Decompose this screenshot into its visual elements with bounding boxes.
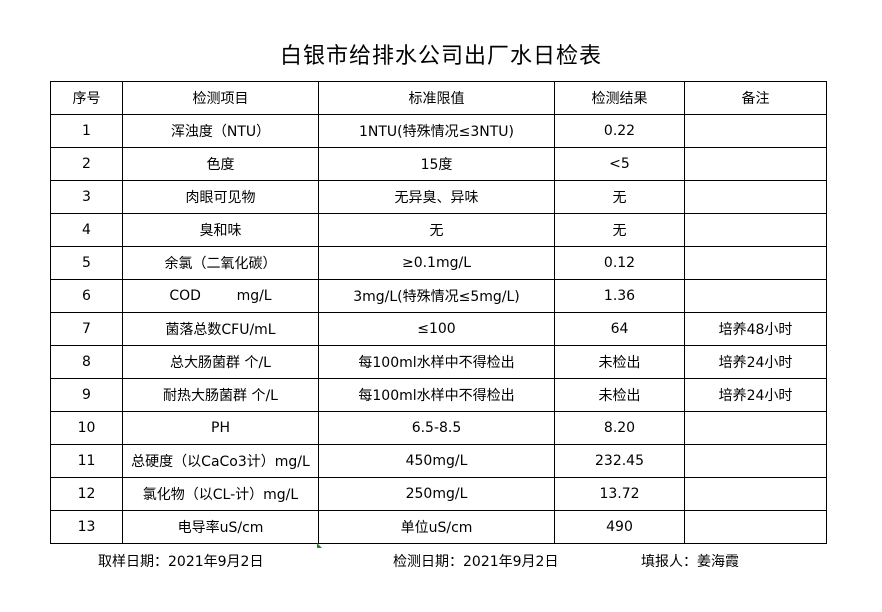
inspection-table: 序号 检测项目 标准限值 检测结果 备注 1 浑浊度（NTU） 1NTU(特殊情况≤3NTU)… bbox=[50, 81, 827, 544]
cell-result[interactable]: 64 bbox=[554, 312, 685, 346]
reporter: 填报人：姜海霞 bbox=[641, 554, 739, 570]
cell-seq[interactable]: 5 bbox=[50, 246, 123, 280]
table-row: 1 浑浊度（NTU） 1NTU(特殊情况≤3NTU) 0.22 bbox=[50, 114, 827, 148]
cell-item[interactable]: 肉眼可见物 bbox=[122, 180, 319, 214]
table-row: 3 肉眼可见物 无异臭、异味无 bbox=[50, 180, 827, 214]
cell-item[interactable]: 耐热大肠菌群 个/L bbox=[122, 378, 319, 412]
cell-result[interactable]: 13.72 bbox=[554, 477, 685, 511]
cell-remark[interactable] bbox=[684, 114, 827, 148]
cell-remark[interactable]: 培养24小时 bbox=[684, 345, 827, 379]
cell-item[interactable]: 余氯（二氧化碳） bbox=[122, 246, 319, 280]
header-item: 检测项目 bbox=[122, 81, 319, 115]
cell-standard[interactable]: 无 bbox=[318, 213, 555, 247]
cell-remark[interactable] bbox=[684, 477, 827, 511]
header-remark: 备注 bbox=[684, 81, 827, 115]
cell-seq[interactable]: 7 bbox=[50, 312, 123, 346]
table-row: 4 臭和味无无 bbox=[50, 213, 827, 247]
cell-item[interactable]: 总大肠菌群 个/L bbox=[122, 345, 319, 379]
table-row: 12 氯化物（以CL-计）mg/L 250mg/L 13.72 bbox=[50, 477, 827, 511]
cell-standard[interactable]: 3mg/L(特殊情况≤5mg/L) bbox=[318, 279, 555, 313]
cell-seq[interactable]: 11 bbox=[50, 444, 123, 478]
cell-result[interactable]: 0.12 bbox=[554, 246, 685, 280]
cell-standard[interactable]: 每100ml水样中不得检出 bbox=[318, 378, 555, 412]
cell-item[interactable]: PH bbox=[122, 411, 319, 445]
cell-standard[interactable]: ≤100 bbox=[318, 312, 555, 346]
table-row: 13 电导率uS/cm 单位uS/cm 490 bbox=[50, 510, 827, 544]
cell-result[interactable]: 1.36 bbox=[554, 279, 685, 313]
cell-seq[interactable]: 12 bbox=[50, 477, 123, 511]
cell-remark[interactable] bbox=[684, 444, 827, 478]
cell-remark[interactable] bbox=[684, 147, 827, 181]
cell-standard[interactable]: 每100ml水样中不得检出 bbox=[318, 345, 555, 379]
cell-seq[interactable]: 13 bbox=[50, 510, 123, 544]
cell-standard[interactable]: 15度 bbox=[318, 147, 555, 181]
cell-result[interactable]: 8.20 bbox=[554, 411, 685, 445]
cell-seq[interactable]: 3 bbox=[50, 180, 123, 214]
cell-result[interactable]: 无 bbox=[554, 180, 685, 214]
table-row: 6 COD mg/L 3mg/L(特殊情况≤5mg/L) 1.36 bbox=[50, 279, 827, 313]
test-date: 检测日期：2021年9月2日 bbox=[393, 554, 559, 570]
table-row: 7 菌落总数CFU/mL ≤100 64 培养48小时 bbox=[50, 312, 827, 346]
cell-seq[interactable]: 4 bbox=[50, 213, 123, 247]
header-result: 检测结果 bbox=[554, 81, 685, 115]
cell-result[interactable]: 232.45 bbox=[554, 444, 685, 478]
cell-standard[interactable]: 单位uS/cm bbox=[318, 510, 555, 544]
cell-remark[interactable]: 培养48小时 bbox=[684, 312, 827, 346]
cell-item[interactable]: 臭和味 bbox=[122, 213, 319, 247]
cell-standard[interactable]: 无异臭、异味 bbox=[318, 180, 555, 214]
cell-result[interactable]: 未检出 bbox=[554, 378, 685, 412]
cell-standard[interactable]: 6.5-8.5 bbox=[318, 411, 555, 445]
cell-item[interactable]: 菌落总数CFU/mL bbox=[122, 312, 319, 346]
cell-remark[interactable] bbox=[684, 246, 827, 280]
cell-remark[interactable] bbox=[684, 180, 827, 214]
cell-item[interactable]: COD mg/L bbox=[122, 279, 319, 313]
cell-result[interactable]: 490 bbox=[554, 510, 685, 544]
cell-standard[interactable]: 1NTU(特殊情况≤3NTU) bbox=[318, 114, 555, 148]
cell-standard[interactable]: 250mg/L bbox=[318, 477, 555, 511]
cell-seq[interactable]: 9 bbox=[50, 378, 123, 412]
sample-date: 取样日期：2021年9月2日 bbox=[98, 554, 264, 570]
cell-remark[interactable] bbox=[684, 510, 827, 544]
cell-seq[interactable]: 1 bbox=[50, 114, 123, 148]
table-row: 2 色度 15度 <5 bbox=[50, 147, 827, 181]
cell-result[interactable]: 未检出 bbox=[554, 345, 685, 379]
header-row: 序号 检测项目 标准限值 检测结果 备注 bbox=[50, 81, 827, 115]
cell-item[interactable]: 浑浊度（NTU） bbox=[122, 114, 319, 148]
cell-seq[interactable]: 6 bbox=[50, 279, 123, 313]
page-title: 白银市给排水公司出厂水日检表 bbox=[279, 44, 602, 69]
cell-item[interactable]: 氯化物（以CL-计）mg/L bbox=[122, 477, 319, 511]
cell-result[interactable]: 无 bbox=[554, 213, 685, 247]
cell-standard[interactable]: ≥0.1mg/L bbox=[318, 246, 555, 280]
table-row: 10 PH 6.5-8.5 8.20 bbox=[50, 411, 827, 445]
cell-comment-marker bbox=[317, 543, 322, 548]
cell-remark[interactable] bbox=[684, 279, 827, 313]
cell-remark[interactable]: 培养24小时 bbox=[684, 378, 827, 412]
cell-item[interactable]: 电导率uS/cm bbox=[122, 510, 319, 544]
cell-seq[interactable]: 8 bbox=[50, 345, 123, 379]
table-row: 5 余氯（二氧化碳） ≥0.1mg/L 0.12 bbox=[50, 246, 827, 280]
table-row: 9 耐热大肠菌群 个/L 每100ml水样中不得检出 未检出 培养24小时 bbox=[50, 378, 827, 412]
table-row: 11 总硬度（以CaCo3计）mg/L 450mg/L 232.45 bbox=[50, 444, 827, 478]
table-row: 8 总大肠菌群 个/L 每100ml水样中不得检出 未检出 培养24小时 bbox=[50, 345, 827, 379]
cell-remark[interactable] bbox=[684, 411, 827, 445]
header-standard: 标准限值 bbox=[318, 81, 555, 115]
cell-result[interactable]: <5 bbox=[554, 147, 685, 181]
cell-result[interactable]: 0.22 bbox=[554, 114, 685, 148]
cell-seq[interactable]: 2 bbox=[50, 147, 123, 181]
cell-item[interactable]: 色度 bbox=[122, 147, 319, 181]
cell-standard[interactable]: 450mg/L bbox=[318, 444, 555, 478]
header-seq: 序号 bbox=[50, 81, 123, 115]
cell-remark[interactable] bbox=[684, 213, 827, 247]
cell-item[interactable]: 总硬度（以CaCo3计）mg/L bbox=[122, 444, 319, 478]
cell-seq[interactable]: 10 bbox=[50, 411, 123, 445]
